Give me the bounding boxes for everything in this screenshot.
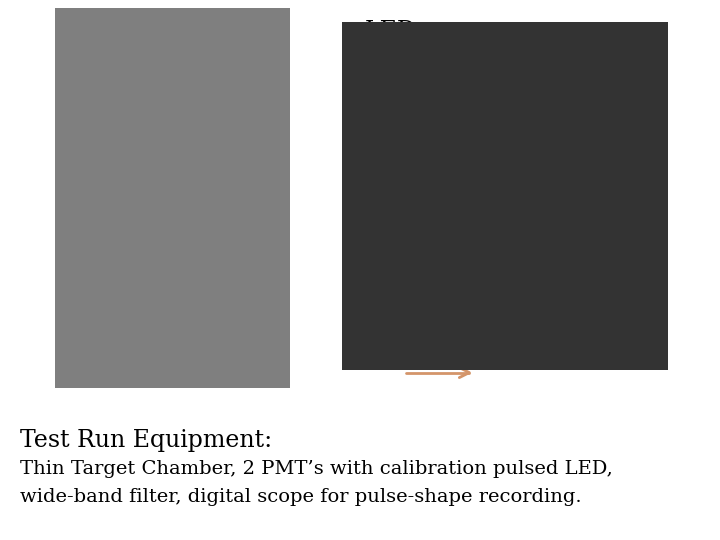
Text: Thin Target Chamber, 2 PMT’s with calibration pulsed LED,: Thin Target Chamber, 2 PMT’s with calibr…	[20, 460, 613, 478]
Text: wide-band filter, digital scope for pulse-shape recording.: wide-band filter, digital scope for puls…	[20, 488, 582, 506]
Text: Test Run Equipment:: Test Run Equipment:	[20, 429, 272, 453]
Text: PMT: PMT	[364, 346, 420, 369]
Text: LED: LED	[364, 20, 416, 43]
